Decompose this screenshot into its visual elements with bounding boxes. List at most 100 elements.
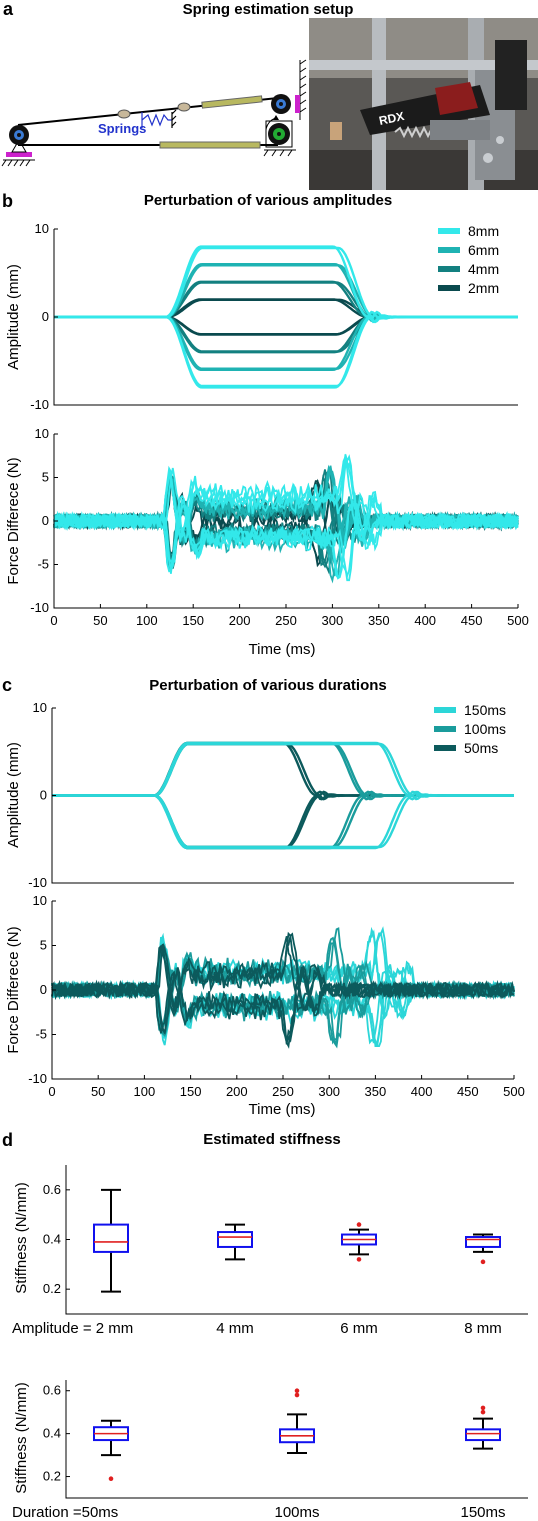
y-tick-label: 0 [42, 513, 49, 528]
outlier-point [356, 1222, 362, 1227]
series-line-6mm [54, 314, 518, 371]
x-tick-label: 450 [457, 1084, 479, 1099]
panel-letter-b: b [2, 191, 13, 211]
series-line-6mm [54, 314, 518, 370]
x-tick-label: 300 [318, 1084, 340, 1099]
category-label: Amplitude = 2 mm [12, 1320, 133, 1337]
force-trace [51, 964, 515, 1045]
series-line-2mm [54, 298, 518, 319]
x-tick-label: 400 [414, 613, 436, 628]
y-tick-label: 0.4 [43, 1426, 61, 1441]
series-line-100ms [52, 742, 514, 798]
x-tick-label: 200 [226, 1084, 248, 1099]
x-tick-label: 150 [180, 1084, 202, 1099]
box-4 mm [217, 1223, 253, 1261]
outlier-point [480, 1409, 486, 1415]
box-6 mm [341, 1222, 377, 1262]
springs-label: Springs [98, 121, 146, 136]
series-line-100ms [52, 793, 514, 849]
y-tick-label: 0.6 [43, 1182, 61, 1197]
category-label: 4 mm [216, 1320, 254, 1337]
x-tick-label: 150 [182, 613, 204, 628]
box-Duration =50ms [93, 1419, 129, 1481]
box-iqr [93, 1223, 129, 1253]
outlier-point [480, 1405, 486, 1411]
series-line-2mm [54, 298, 518, 319]
spring-bottom-chain [159, 141, 261, 149]
series-line-150ms [52, 742, 514, 798]
outlier-point [480, 1259, 486, 1265]
series-line-6mm [54, 264, 518, 320]
box-iqr [217, 1231, 253, 1248]
category-label: 100ms [274, 1504, 319, 1521]
x-tick-label: 0 [48, 1084, 55, 1099]
series-line-50ms [52, 741, 514, 798]
legend-label: 100ms [464, 721, 506, 737]
y-tick-label: 0.4 [43, 1232, 61, 1247]
panel-letter-d: d [2, 1130, 13, 1150]
series-line-100ms [52, 741, 514, 798]
y-tick-label: 5 [42, 470, 49, 485]
box-Amplitude = 2 mm [93, 1188, 129, 1293]
chart-amplitude-b: Amplitude (mm) -10 0 10 8mm 6mm 4mm 2mm [5, 221, 518, 412]
x-tick-label: 300 [322, 613, 344, 628]
y-axis-label: Amplitude (mm) [5, 264, 22, 370]
box-iqr [465, 1236, 501, 1248]
y-axis-label: Force Differece (N) [5, 457, 22, 584]
category-label: 8 mm [464, 1320, 502, 1337]
y-axis-label: Stiffness (N/mm) [13, 1182, 30, 1293]
x-tick-label: 500 [507, 613, 529, 628]
y-tick-label: 10 [35, 221, 49, 236]
series-line-2mm [54, 315, 518, 336]
series-line-100ms [52, 793, 514, 850]
legend-label: 4mm [468, 261, 499, 277]
outlier-point [356, 1257, 362, 1262]
x-tick-label: 350 [368, 613, 390, 628]
panel-b-title: Perturbation of various amplitudes [144, 192, 392, 209]
x-tick-label: 500 [503, 1084, 525, 1099]
series-line-6mm [54, 263, 518, 320]
chart-stiffness-duration: Stiffness (N/mm) 0.2 0.4 0.6 Duration =50m… [12, 1380, 528, 1521]
photo-label: RDX [378, 109, 406, 128]
series-line-50ms [52, 793, 514, 850]
x-tick-label: 100 [136, 613, 158, 628]
x-tick-label: 350 [365, 1084, 387, 1099]
x-axis-label: Time (ms) [249, 641, 316, 658]
x-tick-label: 200 [229, 613, 251, 628]
series-line-50ms [52, 793, 514, 849]
x-tick-label: 450 [461, 613, 483, 628]
x-tick-label: 400 [411, 1084, 433, 1099]
legend-label: 8mm [468, 223, 499, 239]
outlier-point [294, 1392, 300, 1398]
series-line-2mm [54, 315, 518, 336]
panel-letter-a: a [3, 0, 14, 19]
y-tick-label: -10 [30, 600, 49, 615]
series-line-8mm [54, 314, 518, 388]
x-axis-label: Time (ms) [249, 1101, 316, 1118]
legend-label: 6mm [468, 242, 499, 258]
y-tick-label: -10 [30, 397, 49, 412]
spring-setup-diagram: Springs [1, 59, 307, 167]
spring-top-chain [117, 95, 263, 119]
panel-letter-c: c [2, 675, 12, 695]
series-line-150ms [52, 741, 514, 798]
legend-label: 150ms [464, 702, 506, 718]
x-tick-label: 50 [91, 1084, 105, 1099]
box-8 mm [465, 1233, 501, 1265]
panel-c-title: Perturbation of various durations [149, 677, 387, 694]
y-tick-label: 10 [35, 426, 49, 441]
y-tick-label: 0.6 [43, 1383, 61, 1398]
x-tick-label: 100 [134, 1084, 156, 1099]
x-tick-label: 250 [272, 1084, 294, 1099]
y-tick-label: 0 [40, 982, 47, 997]
y-tick-label: 0.2 [43, 1469, 61, 1484]
category-label: 150ms [460, 1504, 505, 1521]
box-iqr [465, 1428, 501, 1442]
y-tick-label: -10 [28, 1071, 47, 1086]
category-label: 6 mm [340, 1320, 378, 1337]
chart-force-b: Force Differece (N) Time (ms) -10-505100… [5, 426, 529, 658]
series-line-50ms [52, 742, 514, 798]
outlier-point [294, 1388, 300, 1394]
outlier-point [108, 1476, 114, 1481]
